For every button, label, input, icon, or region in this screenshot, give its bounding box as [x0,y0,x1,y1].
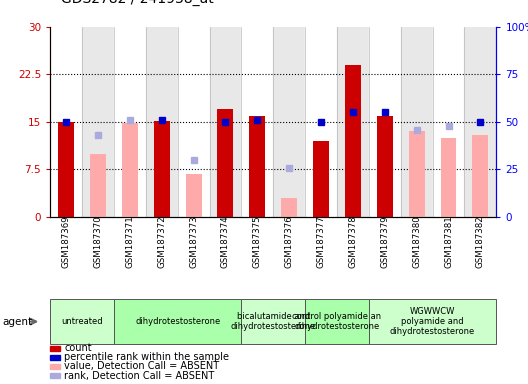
Text: dihydrotestosterone: dihydrotestosterone [135,317,220,326]
Text: value, Detection Call = ABSENT: value, Detection Call = ABSENT [64,361,220,371]
Text: GSM187379: GSM187379 [380,215,389,268]
Bar [337,27,369,217]
Bar [154,121,169,217]
Bar [90,154,106,217]
Text: GSM187380: GSM187380 [412,215,421,268]
Bar [305,27,337,217]
Bar [50,373,60,378]
Bar [401,27,432,217]
Text: GSM187370: GSM187370 [93,215,102,268]
Bar [210,27,241,217]
FancyBboxPatch shape [50,299,114,344]
Text: GSM187374: GSM187374 [221,215,230,268]
Text: GSM187369: GSM187369 [62,215,71,268]
Bar [432,27,465,217]
Text: GSM187373: GSM187373 [189,215,198,268]
Text: agent: agent [3,316,33,327]
Bar [58,122,74,217]
Text: GSM187381: GSM187381 [444,215,453,268]
Bar [249,116,265,217]
Bar [369,27,401,217]
Text: bicalutamide and
dihydrotestosterone: bicalutamide and dihydrotestosterone [231,312,316,331]
FancyBboxPatch shape [369,299,496,344]
Text: untreated: untreated [61,317,103,326]
Bar [241,27,274,217]
Bar [177,27,210,217]
Bar [274,27,305,217]
Bar [281,198,297,217]
Bar [50,346,60,351]
Bar [218,109,233,217]
Bar [440,138,457,217]
Bar [50,27,82,217]
Bar [377,116,393,217]
Text: GSM187372: GSM187372 [157,215,166,268]
Bar [186,174,202,217]
FancyBboxPatch shape [241,299,305,344]
Text: percentile rank within the sample: percentile rank within the sample [64,353,230,362]
Text: GSM187382: GSM187382 [476,215,485,268]
Text: GSM187378: GSM187378 [348,215,357,268]
Text: GSM187371: GSM187371 [125,215,134,268]
Bar [82,27,114,217]
Text: control polyamide an
dihydrotestosterone: control polyamide an dihydrotestosterone [293,312,382,331]
Text: GSM187377: GSM187377 [317,215,326,268]
Text: WGWWCW
polyamide and
dihydrotestosterone: WGWWCW polyamide and dihydrotestosterone [390,307,475,336]
Bar [465,27,496,217]
Bar [473,135,488,217]
Text: GSM187376: GSM187376 [285,215,294,268]
Text: rank, Detection Call = ABSENT: rank, Detection Call = ABSENT [64,371,215,381]
Bar [146,27,177,217]
Text: GSM187375: GSM187375 [253,215,262,268]
FancyBboxPatch shape [114,299,241,344]
FancyBboxPatch shape [305,299,369,344]
Bar [50,355,60,360]
Bar [313,141,329,217]
Bar [122,123,138,217]
Text: GDS2782 / 241938_at: GDS2782 / 241938_at [61,0,213,6]
Bar [345,65,361,217]
Bar [114,27,146,217]
Bar [409,131,425,217]
Bar [50,364,60,369]
Text: count: count [64,343,92,353]
